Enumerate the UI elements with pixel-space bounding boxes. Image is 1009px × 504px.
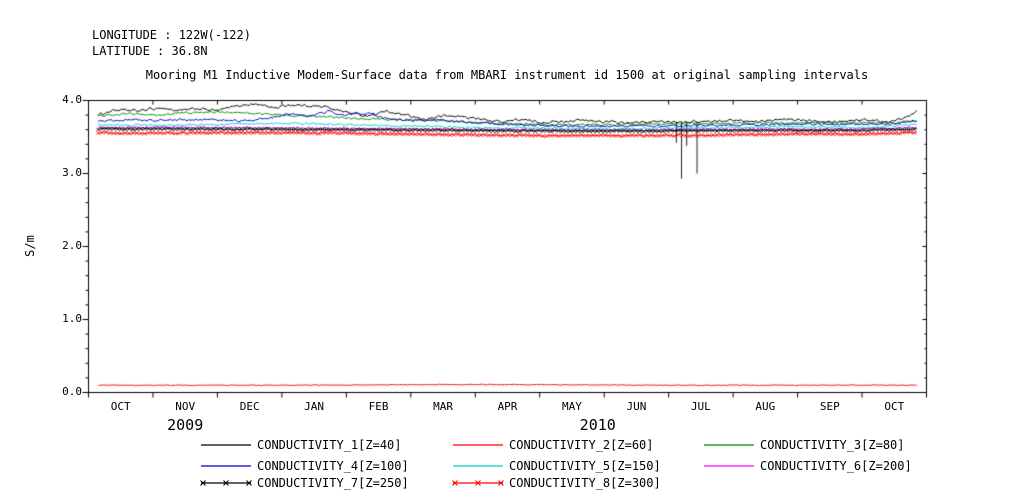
legend-item: CONDUCTIVITY_8[Z=300] (452, 476, 661, 490)
y-tick-label: 2.0 (62, 238, 82, 252)
legend-label: CONDUCTIVITY_6[Z=200] (760, 459, 912, 473)
x-tick-label: DEC (239, 400, 260, 413)
x-tick-label: MAR (433, 400, 453, 413)
legend-item: CONDUCTIVITY_7[Z=250] (200, 476, 409, 490)
legend-label: CONDUCTIVITY_7[Z=250] (257, 476, 409, 490)
x-tick-label: MAY (562, 400, 582, 413)
chart-title: Mooring M1 Inductive Modem-Surface data … (145, 68, 869, 82)
x-tick-label: SEP (819, 400, 840, 413)
x-tick-label: AUG (755, 400, 776, 413)
x-tick-label: NOV (175, 400, 196, 413)
legend-label: CONDUCTIVITY_8[Z=300] (509, 476, 661, 490)
x-tick-label: FEB (368, 400, 389, 413)
legend-line-sample (200, 480, 252, 486)
legend-item: CONDUCTIVITY_5[Z=150] (452, 459, 661, 473)
legend-line-sample (704, 465, 754, 467)
legend-item: CONDUCTIVITY_3[Z=80] (703, 438, 905, 452)
y-tick-label: 1.0 (62, 311, 82, 325)
legend-line-sample (452, 480, 504, 486)
legend-item: CONDUCTIVITY_4[Z=100] (200, 459, 409, 473)
x-tick-label: APR (497, 400, 518, 413)
x-tick-label: JAN (304, 400, 325, 413)
legend-item: CONDUCTIVITY_1[Z=40] (200, 438, 402, 452)
x-tick-label: OCT (110, 400, 131, 413)
y-axis-title: S/m (23, 235, 37, 257)
legend-label: CONDUCTIVITY_3[Z=80] (760, 438, 905, 452)
y-tick-label: 3.0 (62, 165, 82, 179)
x-tick-label: JUL (690, 400, 711, 413)
year-label: 2010 (579, 416, 616, 434)
legend-label: CONDUCTIVITY_5[Z=150] (509, 459, 661, 473)
legend-label: CONDUCTIVITY_4[Z=100] (257, 459, 409, 473)
legend-item: CONDUCTIVITY_6[Z=200] (703, 459, 912, 473)
x-tick-label: JUN (626, 400, 647, 413)
legend-line-sample (453, 465, 503, 467)
latitude-label: LATITUDE : 36.8N (92, 44, 208, 58)
y-tick-label: 0.0 (62, 384, 82, 398)
y-tick-label: 4.0 (62, 92, 82, 106)
legend-line-sample (201, 465, 251, 467)
legend-label: CONDUCTIVITY_1[Z=40] (257, 438, 402, 452)
legend-label: CONDUCTIVITY_2[Z=60] (509, 438, 654, 452)
legend-line-sample (704, 444, 754, 446)
year-label: 2009 (167, 416, 204, 434)
legend-line-sample (201, 444, 251, 446)
x-tick-label: OCT (884, 400, 905, 413)
legend-item: CONDUCTIVITY_2[Z=60] (452, 438, 654, 452)
legend-line-sample (453, 444, 503, 446)
longitude-label: LONGITUDE : 122W(-122) (92, 28, 251, 42)
